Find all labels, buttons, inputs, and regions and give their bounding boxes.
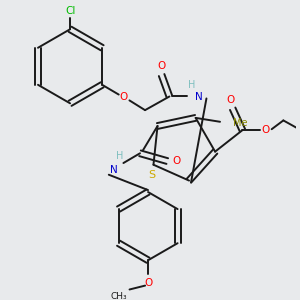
Text: O: O — [158, 61, 166, 71]
Text: N: N — [195, 92, 203, 103]
Text: O: O — [144, 278, 152, 288]
Text: O: O — [172, 156, 180, 166]
Text: O: O — [262, 125, 270, 135]
Text: CH₃: CH₃ — [110, 292, 127, 300]
Text: O: O — [226, 95, 235, 105]
Text: N: N — [110, 165, 118, 175]
Text: Cl: Cl — [65, 6, 75, 16]
Text: H: H — [116, 151, 123, 161]
Text: Me: Me — [233, 118, 247, 128]
Text: S: S — [148, 170, 155, 181]
Text: H: H — [188, 80, 196, 90]
Text: O: O — [119, 92, 128, 103]
